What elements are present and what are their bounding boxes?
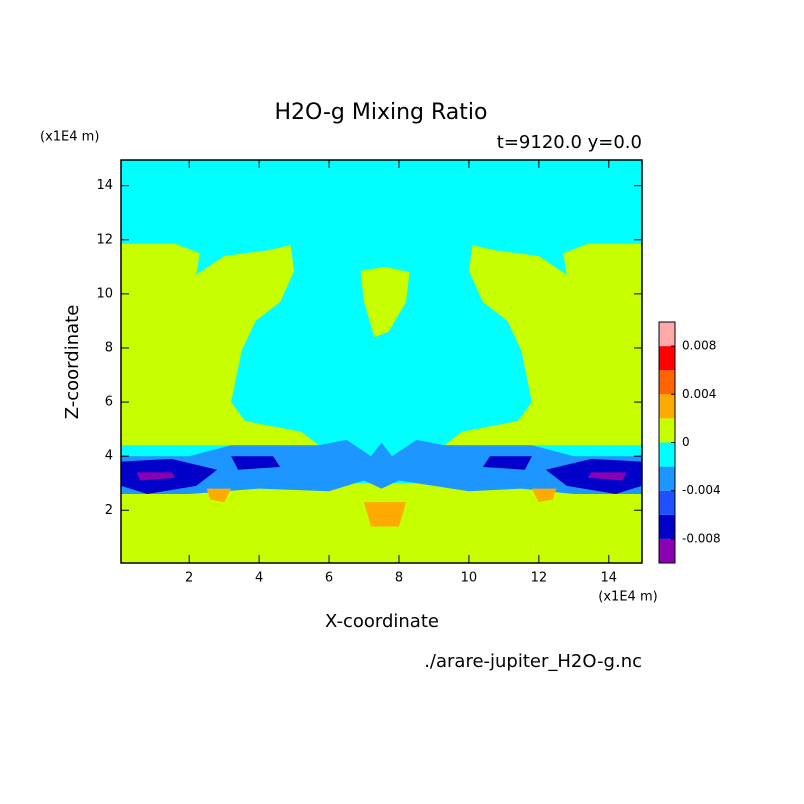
y-tick-label: 10	[96, 286, 113, 301]
x-tick-label: 10	[461, 571, 478, 586]
contour-region	[364, 502, 406, 527]
colorbar-tick-label: 0.004	[682, 387, 716, 401]
colorbar-tick-label: -0.004	[682, 483, 721, 497]
x-tick-label: 2	[185, 571, 193, 586]
contour-region	[206, 488, 232, 503]
colorbar-box	[659, 346, 675, 371]
contour-region	[121, 243, 319, 446]
colorbar-box	[659, 490, 675, 515]
contour-region	[360, 266, 410, 338]
y-tick-label: 8	[105, 340, 113, 355]
x-axis-label: X-coordinate	[325, 611, 439, 632]
colorbar-tick-label: 0.008	[682, 339, 716, 353]
contour-region	[121, 439, 642, 494]
colorbar-tick-label: -0.008	[682, 531, 721, 545]
contour-region	[444, 243, 642, 446]
colorbar-box	[659, 514, 675, 539]
colorbar-tick-label: 0	[682, 435, 690, 449]
contour-region	[482, 456, 532, 470]
x-tick-label: 14	[601, 571, 618, 586]
contour-region	[531, 488, 557, 503]
y-unit: (x1E4 m)	[40, 130, 99, 145]
plot-frame	[120, 159, 643, 564]
chart-subtitle: t=9120.0 y=0.0	[497, 132, 642, 153]
y-axis-label: Z-coordinate	[62, 305, 83, 420]
colorbar-box	[659, 538, 675, 563]
y-tick-label: 12	[96, 232, 113, 247]
colorbar-box	[659, 370, 675, 395]
y-tick-label: 4	[105, 449, 113, 464]
colorbar-box	[659, 442, 675, 467]
colorbar-box	[659, 322, 675, 347]
contour-region	[587, 472, 627, 481]
y-tick-label: 6	[105, 395, 113, 410]
y-tick-label: 14	[96, 178, 113, 193]
x-tick-label: 4	[255, 571, 263, 586]
x-unit: (x1E4 m)	[598, 590, 657, 605]
contour-region	[231, 456, 281, 470]
x-tick-label: 8	[395, 571, 403, 586]
colorbar-box	[659, 394, 675, 419]
y-tick-label: 2	[105, 503, 113, 518]
chart-title: H2O-g Mixing Ratio	[275, 100, 488, 125]
x-tick-label: 6	[325, 571, 333, 586]
contour-region	[136, 472, 176, 481]
source-file: ./arare-jupiter_H2O-g.nc	[424, 651, 642, 672]
colorbar-box	[659, 466, 675, 491]
x-tick-label: 12	[531, 571, 548, 586]
colorbar-box	[659, 418, 675, 443]
